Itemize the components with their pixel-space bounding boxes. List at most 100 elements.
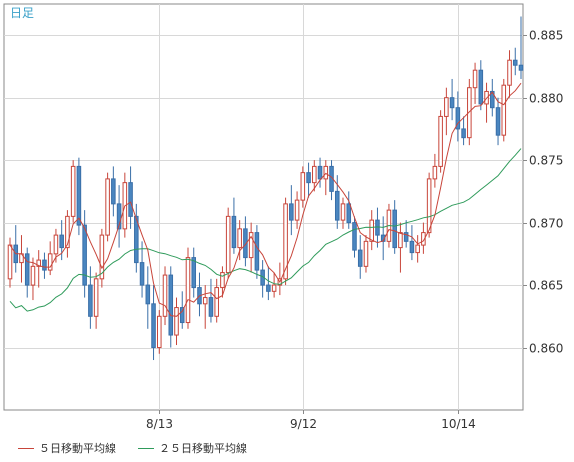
legend-label-ma5: ５日移動平均線 xyxy=(39,442,116,455)
candle-body xyxy=(294,199,300,221)
y-tick-label: 0.880 xyxy=(529,92,563,106)
candle-body xyxy=(403,232,409,242)
legend-item-ma5: ５日移動平均線 xyxy=(18,440,116,456)
candle-body xyxy=(82,224,87,286)
candle-body xyxy=(317,165,323,180)
candle-body xyxy=(426,178,432,234)
candle-body xyxy=(300,172,306,201)
candle-body xyxy=(231,215,237,249)
candle-body xyxy=(99,234,105,280)
legend-item-ma25: ２５日移動平均線 xyxy=(138,440,247,456)
candle-body xyxy=(248,232,254,259)
candle-body xyxy=(369,219,374,242)
candle-body xyxy=(30,265,36,286)
candle-body xyxy=(202,297,208,305)
candle-body xyxy=(254,232,260,271)
candle-body xyxy=(237,228,242,249)
candle-body xyxy=(93,278,99,317)
candle-body xyxy=(243,228,248,259)
candle-body xyxy=(179,307,185,324)
candle-body xyxy=(432,165,438,180)
candle-body xyxy=(444,97,449,117)
candle-body xyxy=(455,107,461,130)
candle-body xyxy=(65,215,70,249)
candle-body xyxy=(346,203,352,224)
candle-body xyxy=(191,257,197,289)
candle-body xyxy=(490,90,495,109)
candle-body xyxy=(174,307,179,336)
candle-body xyxy=(53,234,59,255)
candle-body xyxy=(42,259,47,271)
candle-body xyxy=(36,259,41,267)
y-tick-label: 0.885 xyxy=(529,29,563,43)
candle-body xyxy=(168,274,174,336)
candle-body xyxy=(105,178,110,236)
candle-body xyxy=(266,284,271,292)
candle-body xyxy=(478,69,484,105)
candle-body xyxy=(116,203,122,230)
candle-body xyxy=(306,172,311,184)
candle-body xyxy=(7,244,13,280)
candle-body xyxy=(352,222,357,251)
candle-body xyxy=(151,303,156,349)
candle-body xyxy=(208,297,214,317)
candle-body xyxy=(162,274,168,317)
x-tick-label: 8/13 xyxy=(146,417,173,431)
candle-body xyxy=(438,115,443,167)
candle-body xyxy=(334,190,340,221)
y-tick-label: 0.865 xyxy=(529,279,563,293)
ma5-line xyxy=(9,82,522,317)
candle-body xyxy=(134,215,139,264)
candle-body xyxy=(392,209,397,249)
candle-body xyxy=(225,215,231,274)
candle-body xyxy=(495,107,501,136)
candle-body xyxy=(467,87,472,139)
candle-body xyxy=(363,240,369,267)
candle-body xyxy=(501,84,507,136)
candle-body xyxy=(214,287,219,317)
candle-body xyxy=(145,284,151,305)
candle-body xyxy=(507,59,512,86)
y-tick-label: 0.870 xyxy=(529,217,563,231)
legend: ５日移動平均線 ２５日移動平均線 xyxy=(18,440,269,456)
ma5-swatch xyxy=(18,447,34,449)
timeframe-label: 日足 xyxy=(10,6,35,20)
candle-body xyxy=(421,232,426,246)
y-tick-label: 0.875 xyxy=(529,154,563,168)
candle-body xyxy=(88,284,93,317)
candle-body xyxy=(472,69,478,89)
candle-body xyxy=(157,315,162,349)
candle-body xyxy=(518,64,524,71)
candle-body xyxy=(409,240,415,254)
candle-body xyxy=(512,59,518,66)
legend-label-ma25: ２５日移動平均線 xyxy=(159,442,247,455)
plot-area xyxy=(3,3,524,411)
candle-body xyxy=(111,178,116,205)
x-tick-label: 10/14 xyxy=(441,417,476,431)
candle-body xyxy=(59,234,64,249)
candle-body xyxy=(24,253,30,286)
candle-body xyxy=(70,165,76,217)
candle-body xyxy=(139,262,145,286)
candle-body xyxy=(220,272,225,289)
candle-body xyxy=(289,203,294,221)
candle-body xyxy=(398,232,403,249)
candle-body xyxy=(449,97,455,109)
y-tick-label: 0.860 xyxy=(529,342,563,356)
candle-body xyxy=(283,203,288,280)
x-tick-label: 9/12 xyxy=(290,417,317,431)
candle-body xyxy=(312,165,317,184)
candle-body xyxy=(357,249,363,267)
candle-body xyxy=(76,165,82,226)
candle-body xyxy=(185,257,191,324)
candle-body xyxy=(323,165,329,180)
candle-body xyxy=(271,284,277,292)
ma25-line xyxy=(9,148,522,312)
candle-body xyxy=(128,182,133,217)
candle-body xyxy=(340,203,346,221)
candle-body xyxy=(415,244,420,254)
candle-body xyxy=(375,219,380,236)
ma25-swatch xyxy=(138,447,154,449)
